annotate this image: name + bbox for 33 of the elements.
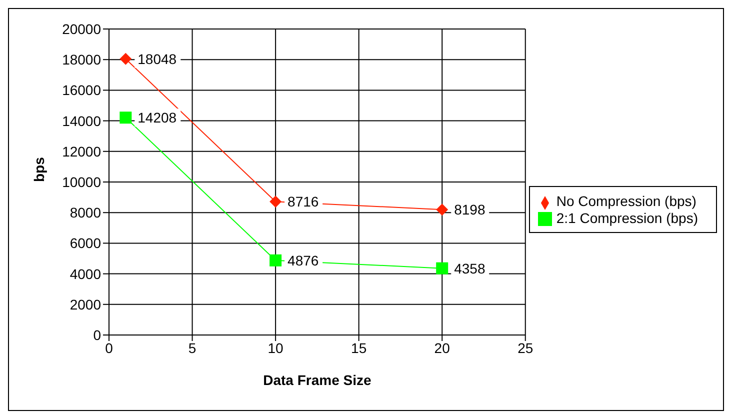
- legend-label: 2:1 Compression (bps): [556, 210, 698, 226]
- point: [270, 196, 282, 208]
- point: [120, 112, 132, 124]
- y-tick-label: 16000: [62, 82, 102, 98]
- point: [436, 204, 448, 216]
- data-label: 14208: [138, 110, 177, 126]
- data-label: 4358: [454, 260, 486, 276]
- legend-label: No Compression (bps): [556, 193, 696, 210]
- y-tick-label: 10000: [62, 174, 102, 190]
- x-tick-label: 15: [351, 340, 367, 356]
- y-tick-label: 18000: [62, 52, 102, 68]
- point: [436, 262, 448, 274]
- y-tick-label: 8000: [70, 204, 102, 221]
- y-tick-label: 12000: [62, 143, 102, 160]
- data-label: 8716: [288, 194, 319, 210]
- x-tick-label: 0: [105, 340, 114, 356]
- y-tick-label: 4000: [70, 266, 102, 282]
- y-tick-label: 6000: [70, 235, 102, 252]
- y-tick-label: 20000: [62, 20, 102, 37]
- data-label: 4876: [288, 252, 319, 268]
- x-tick-label: 10: [268, 340, 284, 356]
- y-axis-title: bps: [30, 156, 47, 182]
- x-tick-label: 20: [434, 340, 450, 356]
- data-label: 8198: [454, 202, 486, 218]
- point: [120, 52, 132, 65]
- y-tick-label: 14000: [62, 112, 102, 129]
- x-axis-title: Data Frame Size: [263, 372, 372, 388]
- y-tick-label: 0: [93, 326, 102, 343]
- y-tick-label: 2000: [70, 296, 102, 312]
- x-tick-label: 25: [518, 340, 534, 356]
- x-tick-label: 5: [188, 340, 196, 356]
- data-label: 18048: [138, 50, 177, 67]
- point: [270, 254, 282, 266]
